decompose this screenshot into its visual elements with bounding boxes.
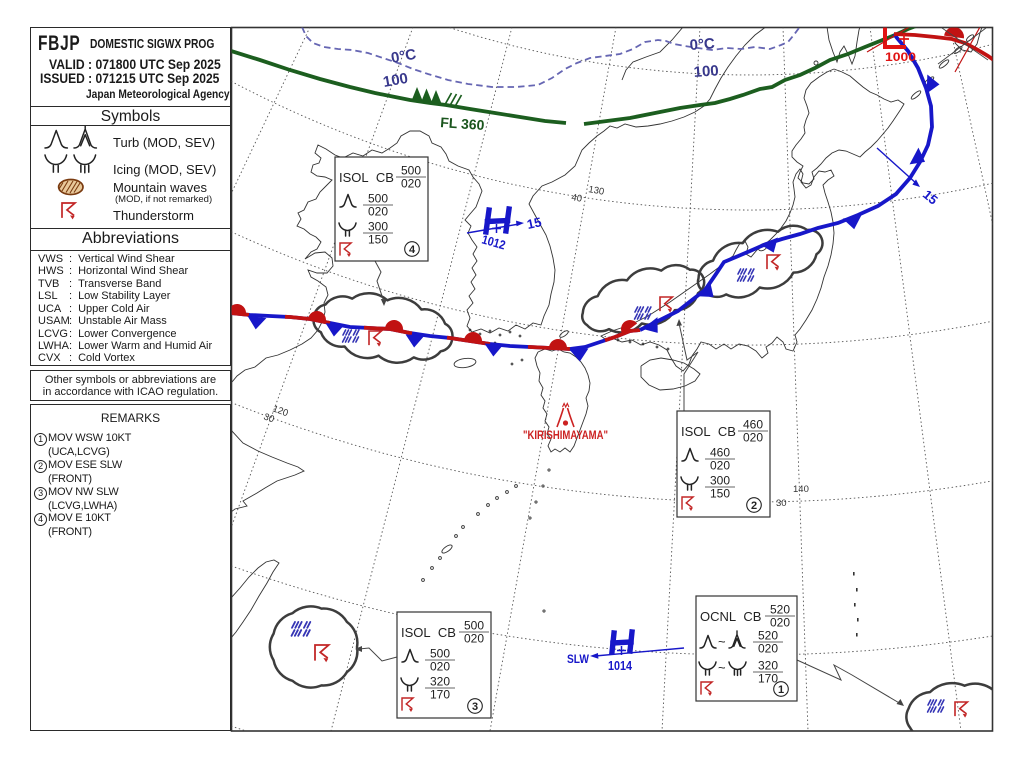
svg-text:150: 150 — [710, 487, 730, 501]
svg-text:120: 120 — [271, 403, 290, 419]
svg-text:020: 020 — [743, 431, 763, 445]
svg-text:460: 460 — [710, 446, 730, 460]
svg-text:0°C: 0°C — [390, 46, 418, 67]
svg-text:170: 170 — [430, 688, 450, 702]
svg-text:020: 020 — [368, 205, 388, 219]
svg-text:1012: 1012 — [480, 232, 507, 252]
svg-text:FL 360: FL 360 — [440, 114, 485, 133]
svg-text:4: 4 — [409, 244, 416, 256]
svg-text:020: 020 — [710, 459, 730, 473]
svg-text:460: 460 — [743, 418, 763, 432]
svg-text:1: 1 — [778, 684, 784, 696]
svg-text:150: 150 — [368, 233, 388, 247]
svg-text:ISOL CB: ISOL CB — [401, 625, 456, 640]
svg-text:170: 170 — [758, 672, 778, 686]
svg-text:020: 020 — [430, 660, 450, 674]
svg-text:SLW: SLW — [567, 654, 589, 666]
svg-text:3: 3 — [472, 701, 478, 713]
svg-text:~: ~ — [718, 660, 726, 675]
svg-text:"KIRISHIMAYAMA": "KIRISHIMAYAMA" — [523, 430, 608, 442]
svg-text:130: 130 — [587, 184, 605, 198]
svg-text:520: 520 — [770, 603, 790, 617]
svg-text:2: 2 — [751, 500, 757, 512]
svg-text:ISOL CB: ISOL CB — [339, 170, 394, 185]
svg-text:500: 500 — [401, 164, 421, 178]
svg-text:500: 500 — [464, 619, 484, 633]
svg-text:500: 500 — [368, 192, 388, 206]
svg-text:020: 020 — [401, 177, 421, 191]
svg-text:020: 020 — [464, 632, 484, 646]
svg-text:520: 520 — [758, 629, 778, 643]
svg-text:1000: 1000 — [885, 52, 916, 64]
svg-text:500: 500 — [430, 647, 450, 661]
svg-text:300: 300 — [368, 220, 388, 234]
svg-text:020: 020 — [770, 616, 790, 630]
svg-text:140: 140 — [793, 484, 809, 495]
svg-text:320: 320 — [430, 675, 450, 689]
svg-text:ISOL CB: ISOL CB — [681, 424, 736, 439]
svg-text:1014: 1014 — [608, 659, 632, 673]
svg-text:020: 020 — [758, 642, 778, 656]
svg-text:30: 30 — [262, 411, 276, 425]
svg-text:320: 320 — [758, 659, 778, 673]
svg-text:100: 100 — [382, 70, 410, 91]
svg-text:100: 100 — [693, 62, 719, 81]
svg-text:~: ~ — [718, 634, 726, 649]
svg-text:15: 15 — [526, 214, 543, 232]
svg-text:30: 30 — [776, 498, 787, 509]
svg-text:300: 300 — [710, 474, 730, 488]
svg-text:OCNL CB: OCNL CB — [700, 609, 761, 624]
svg-text:0°C: 0°C — [689, 35, 715, 54]
svg-text:40: 40 — [570, 192, 582, 205]
